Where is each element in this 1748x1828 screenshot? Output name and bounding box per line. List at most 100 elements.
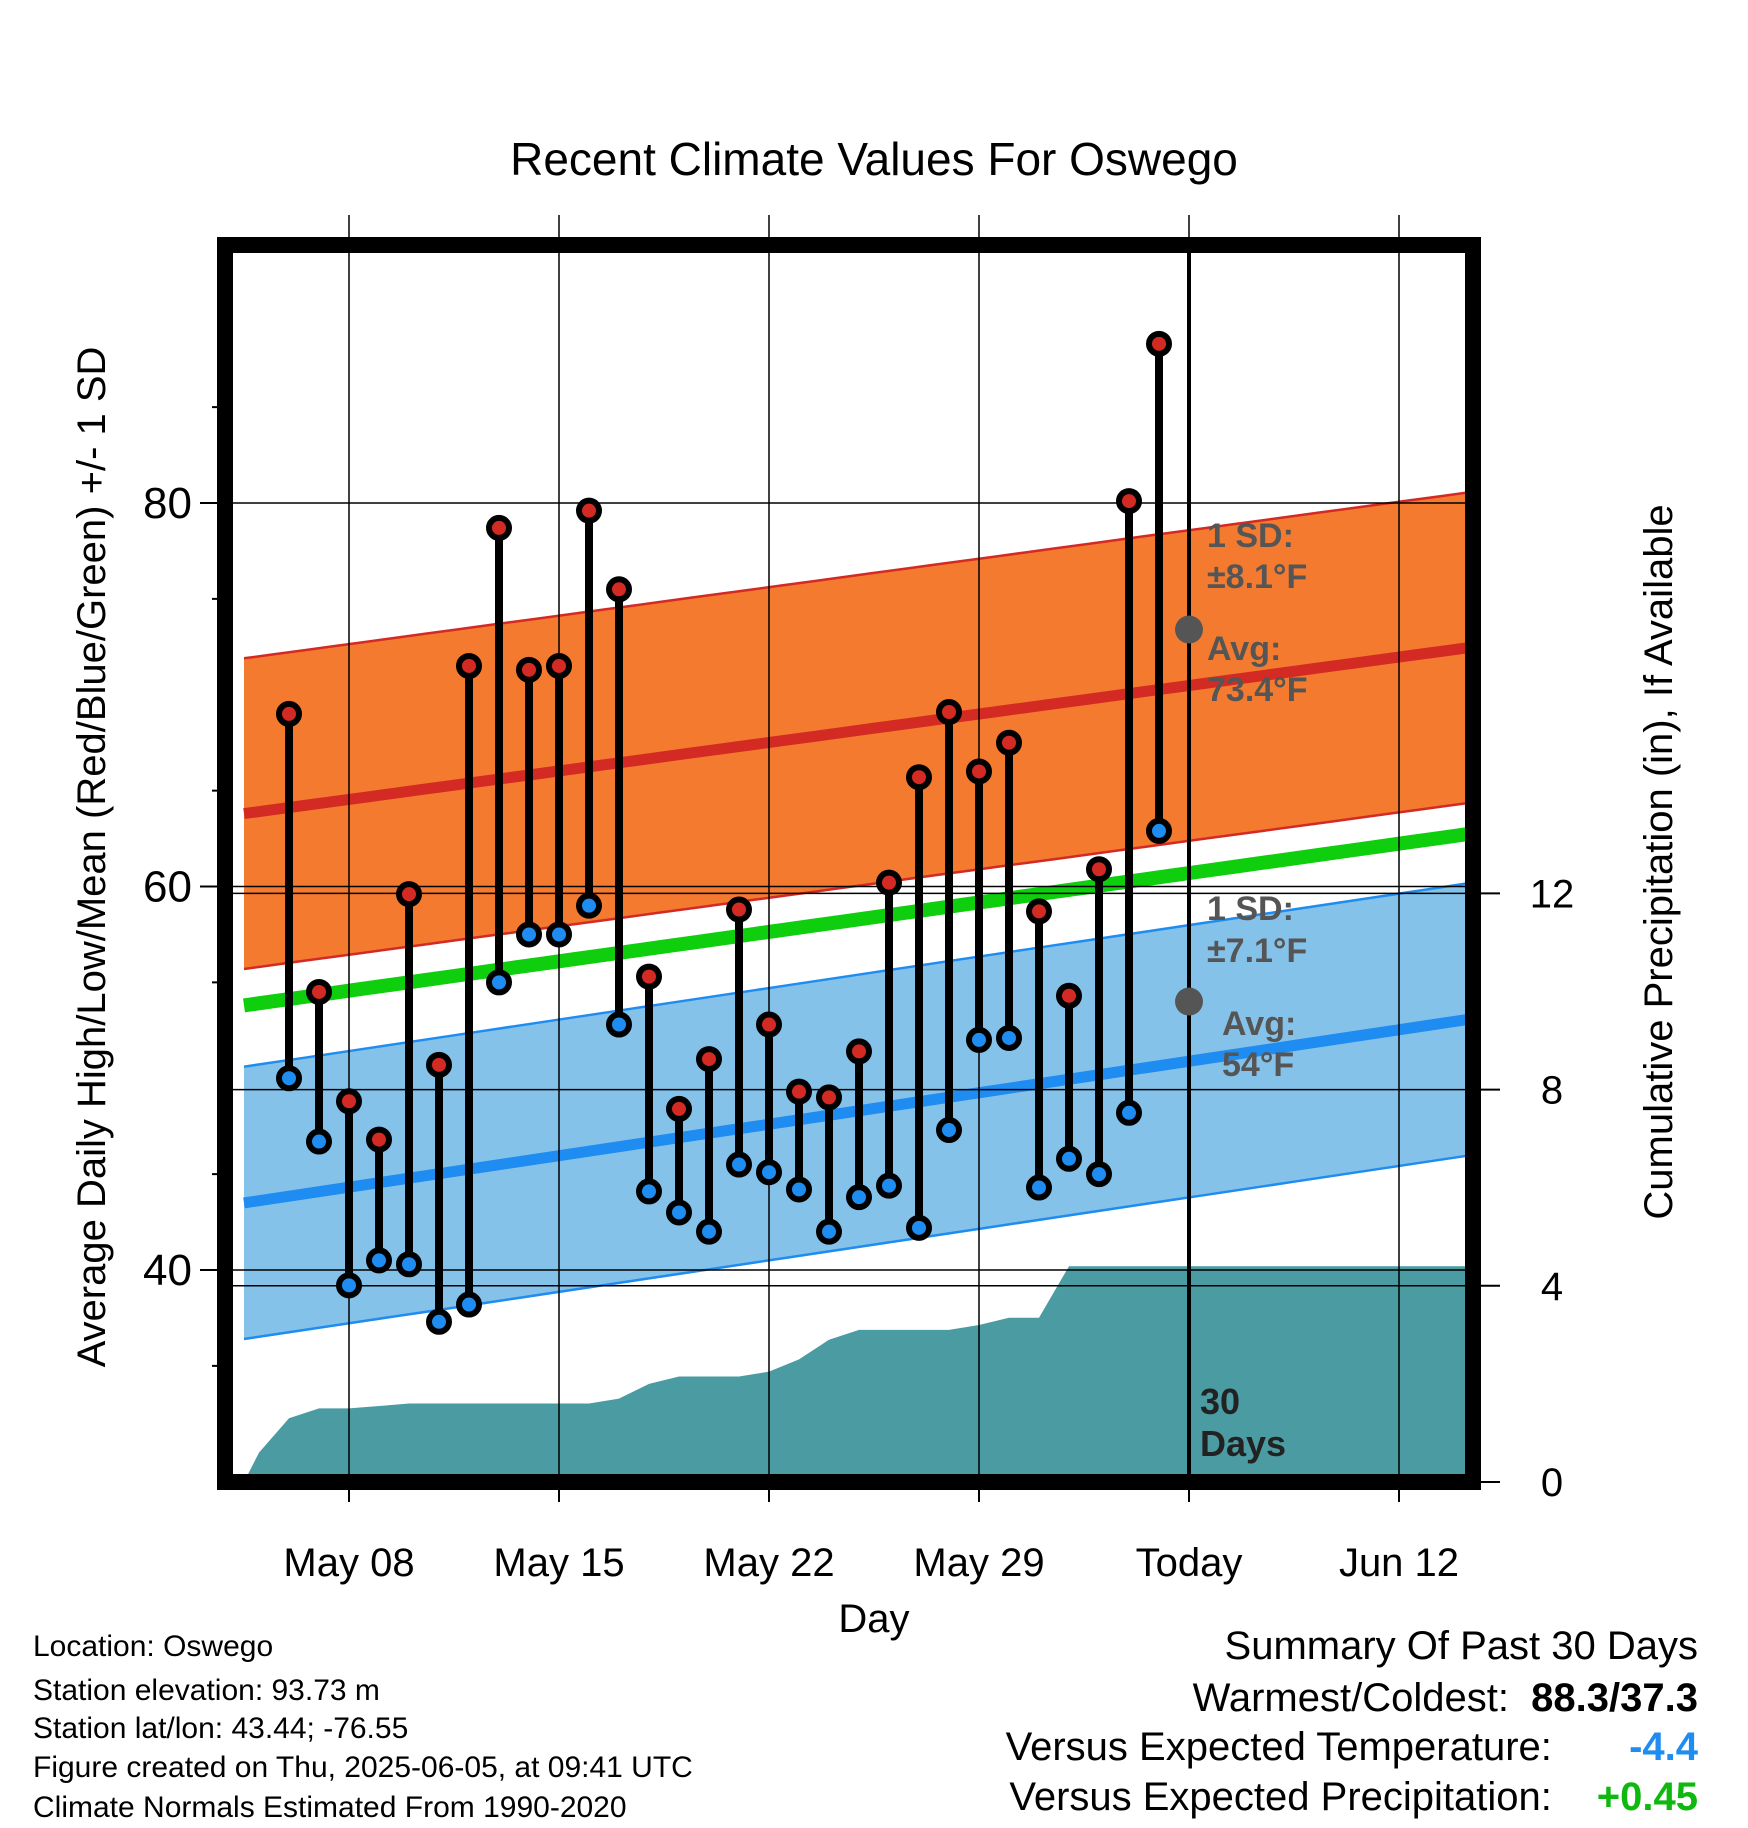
daily-high-point [606,576,632,603]
daily-low-point [396,1251,422,1278]
daily-high-point [846,1038,872,1065]
low-band-upper-edge [243,881,1473,1068]
info-elevation: Station elevation: 93.73 m [33,1674,380,1707]
today-low-normal-marker [1175,987,1203,1016]
daily-high-point [936,699,962,726]
daily-low-point [546,921,572,948]
daily-low-point [456,1291,482,1318]
daily-low-point [636,1178,662,1205]
daily-low-point [336,1272,362,1299]
low-sd-label: 1 SD: [1207,890,1294,928]
high-sd-value: ±8.1°F [1207,558,1307,596]
plot-frame [217,237,1481,1490]
daily-high-point [576,497,602,524]
y-tick-label: 60 [143,863,192,912]
info-normals: Climate Normals Estimated From 1990-2020 [33,1791,627,1824]
daily-high-point [456,652,482,679]
daily-high-point [756,1011,782,1038]
chart-title: Recent Climate Values For Oswego [510,133,1238,185]
summary-title: Summary Of Past 30 Days [1224,1624,1698,1668]
daily-low-point [1086,1161,1112,1188]
daily-high-point [1116,488,1142,515]
daily-low-point [966,1026,992,1053]
x-tick-label: May 22 [703,1541,834,1585]
y-tick-label: 40 [143,1246,192,1295]
daily-high-point [336,1088,362,1115]
daily-low-point [876,1172,902,1199]
low-normal-line [243,1013,1473,1209]
daily-low-point [936,1117,962,1144]
daily-high-point [786,1078,812,1105]
low-sd-value: ±7.1°F [1207,932,1307,970]
daily-high-point [1146,330,1172,357]
high-normal-line [243,641,1473,820]
precip-value: +0.45 [1596,1775,1698,1819]
daily-high-point [996,729,1022,756]
y2-axis-label: Cumulative Precipitation (in), If Availa… [1637,504,1681,1219]
daily-high-point [816,1084,842,1111]
daily-high-point [516,656,542,683]
daily-low-point [1146,817,1172,844]
y-axis-label: Average Daily High/Low/Mean (Red/Blue/Gr… [70,347,114,1368]
x-tick-label: Today [1136,1541,1243,1585]
days-word-label: Days [1200,1423,1286,1464]
high-avg-label: Avg: [1207,630,1281,668]
daily-high-point [696,1046,722,1073]
x-tick-label: May 29 [913,1541,1044,1585]
daily-low-point [1116,1099,1142,1126]
daily-low-point [486,969,512,996]
daily-low-point [1056,1145,1082,1172]
x-tick-label: Jun 12 [1339,1541,1459,1585]
precip-area [244,1266,1473,1482]
high-sd-label: 1 SD: [1207,517,1294,555]
daily-low-point [756,1159,782,1186]
daily-high-point [396,881,422,908]
warm-cold-value: 88.3/37.3 [1531,1676,1698,1720]
daily-low-point [696,1218,722,1245]
days-count-label: 30 [1200,1381,1240,1422]
y2-tick-label: 8 [1541,1069,1563,1113]
high-avg-value: 73.4°F [1207,671,1308,709]
daily-low-point [606,1011,632,1038]
daily-low-point [426,1308,452,1335]
info-latlon: Station lat/lon: 43.44; -76.55 [33,1712,409,1745]
daily-low-point [576,892,602,919]
summary-warm-cold: Warmest/Coldest: 88.3/37.3 [1193,1678,1698,1718]
daily-high-point [1086,856,1112,883]
x-tick-label: May 15 [493,1541,624,1585]
y2-tick-label: 0 [1541,1461,1563,1505]
daily-low-point [516,921,542,948]
info-created: Figure created on Thu, 2025-06-05, at 09… [33,1751,693,1784]
daily-high-point [1026,898,1052,925]
daily-high-point [1056,982,1082,1009]
x-tick-label: May 08 [283,1541,414,1585]
summary-temp: Versus Expected Temperature: -4.4 [1006,1727,1698,1767]
daily-low-point [816,1218,842,1245]
daily-low-point [366,1247,392,1274]
daily-high-point [906,764,932,791]
daily-low-point [906,1214,932,1241]
info-location: Location: Oswego [33,1630,274,1663]
y2-tick-label: 12 [1530,872,1575,916]
daily-high-point [876,869,902,896]
daily-high-point [666,1095,692,1122]
precip-label: Versus Expected Precipitation: [1009,1775,1552,1819]
daily-high-point [546,652,572,679]
daily-high-point [486,514,512,541]
today-high-normal-marker [1175,615,1203,644]
temp-label: Versus Expected Temperature: [1005,1725,1552,1769]
daily-high-point [426,1051,452,1078]
daily-low-point [786,1176,812,1203]
daily-low-point [996,1024,1022,1051]
x-axis-label: Day [838,1597,909,1641]
daily-low-point [666,1199,692,1226]
low-avg-label: Avg: [1222,1005,1296,1043]
warm-cold-label: Warmest/Coldest: [1192,1676,1509,1720]
daily-high-point [366,1126,392,1153]
daily-low-point [846,1184,872,1211]
daily-low-point [276,1065,302,1092]
low-avg-value: 54°F [1222,1046,1294,1084]
daily-high-point [726,896,752,923]
mean-normal-line [243,826,1473,1013]
